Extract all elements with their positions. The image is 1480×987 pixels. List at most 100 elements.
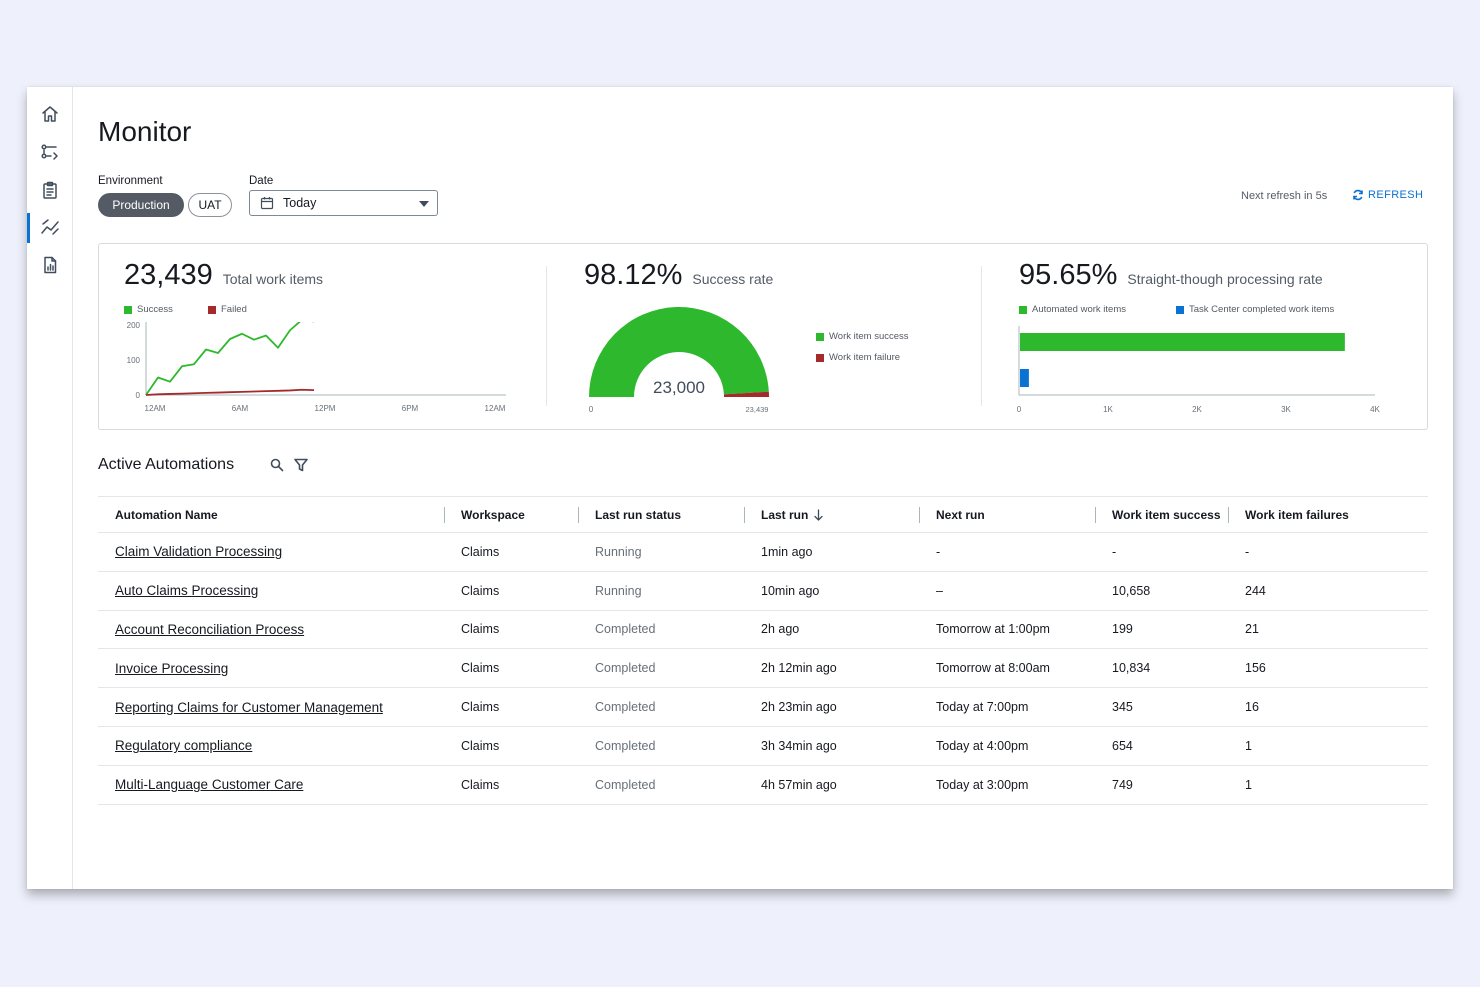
next-run-cell: – bbox=[919, 571, 1095, 611]
search-button[interactable] bbox=[269, 457, 285, 473]
column-label: Last run status bbox=[595, 507, 682, 522]
nav-reports[interactable] bbox=[27, 248, 73, 282]
gauge-min-label: 0 bbox=[589, 405, 594, 414]
table-row[interactable]: Account Reconciliation Process Claims Comp… bbox=[98, 610, 1428, 650]
last-run-status-cell: Completed bbox=[578, 610, 744, 650]
nav-tasks[interactable] bbox=[27, 173, 73, 207]
gauge-slice-success bbox=[589, 306, 769, 397]
workspace-cell: Claims bbox=[444, 648, 578, 689]
column-separator bbox=[444, 507, 445, 523]
legend-swatch bbox=[816, 332, 824, 341]
last-run-status-cell: Completed bbox=[578, 726, 744, 766]
table-row[interactable]: Reporting Claims for Customer Management… bbox=[98, 687, 1428, 727]
total-work-items-caption: Total work items bbox=[222, 271, 324, 287]
success-rate-caption: Success rate bbox=[692, 271, 774, 287]
bar-automated-work-items bbox=[1020, 333, 1345, 351]
filter-button[interactable] bbox=[293, 457, 309, 473]
automation-name-link[interactable]: Regulatory compliance bbox=[115, 738, 253, 754]
work-item-failures-cell: 156 bbox=[1228, 648, 1428, 689]
search-icon bbox=[270, 458, 284, 472]
stp-rate-kpi: 95.65% Straight-though processing rate bbox=[1019, 259, 1323, 292]
next-run-cell: Today at 3:00pm bbox=[919, 765, 1095, 805]
column-header-work-item-success[interactable]: Work item success bbox=[1095, 496, 1228, 533]
table-row[interactable]: Claim Validation Processing Claims Running… bbox=[98, 532, 1428, 572]
table-row[interactable]: Regulatory compliance Claims Completed 3h 3… bbox=[98, 726, 1428, 766]
automation-name-link[interactable]: Claim Validation Processing bbox=[115, 544, 283, 560]
automation-name-cell: Regulatory compliance bbox=[98, 726, 444, 766]
x-tick-label: 1K bbox=[1103, 405, 1113, 414]
column-header-workspace[interactable]: Workspace bbox=[444, 496, 578, 533]
bar-task-center-work-items bbox=[1020, 369, 1029, 387]
last-run-status-cell: Running bbox=[578, 571, 744, 611]
column-separator bbox=[919, 507, 920, 523]
automation-name-link[interactable]: Auto Claims Processing bbox=[115, 583, 259, 599]
success-rate-value: 98.12% bbox=[584, 259, 683, 291]
legend-label: Work item success bbox=[829, 331, 909, 342]
table-row[interactable]: Auto Claims Processing Claims Running 10min… bbox=[98, 571, 1428, 611]
kpi-divider bbox=[981, 266, 982, 406]
automation-name-link[interactable]: Invoice Processing bbox=[115, 660, 229, 676]
automation-name-cell: Reporting Claims for Customer Management bbox=[98, 687, 444, 727]
series-line-failed bbox=[145, 388, 315, 396]
workspace-cell: Claims bbox=[444, 726, 578, 766]
clipboard-icon bbox=[43, 181, 57, 199]
column-label: Work item success bbox=[1112, 507, 1221, 522]
legend-task-center-work-items: Task Center completed work items bbox=[1176, 304, 1334, 315]
last-run-cell: 1min ago bbox=[744, 532, 919, 572]
monitor-icon bbox=[41, 219, 59, 235]
table-row[interactable]: Multi-Language Customer Care Claims Comple… bbox=[98, 765, 1428, 805]
work-item-success-cell: 199 bbox=[1095, 610, 1228, 650]
date-select[interactable]: Today bbox=[249, 190, 438, 216]
nav-monitor[interactable] bbox=[27, 210, 73, 244]
legend-work-item-success: Work item success bbox=[816, 331, 909, 342]
x-tick-label: 0 bbox=[1017, 405, 1022, 414]
legend-label: Task Center completed work items bbox=[1189, 304, 1335, 315]
work-item-success-cell: 345 bbox=[1095, 687, 1228, 727]
legend-automated-work-items: Automated work items bbox=[1019, 304, 1126, 315]
refresh-button[interactable]: REFRESH bbox=[1352, 189, 1423, 201]
automation-name-link[interactable]: Multi-Language Customer Care bbox=[115, 777, 304, 793]
environment-production-toggle[interactable]: Production bbox=[98, 193, 184, 217]
success-rate-kpi: 98.12% Success rate bbox=[584, 259, 773, 292]
x-tick-label: 3K bbox=[1281, 405, 1291, 414]
nav-workflows[interactable] bbox=[27, 135, 73, 169]
workspace-cell: Claims bbox=[444, 765, 578, 805]
column-header-last-run-status[interactable]: Last run status bbox=[578, 496, 744, 533]
legend-swatch bbox=[124, 305, 132, 314]
side-nav-rail bbox=[27, 87, 73, 889]
last-run-status-cell: Completed bbox=[578, 648, 744, 689]
stp-rate-caption: Straight-though processing rate bbox=[1127, 271, 1323, 287]
legend-work-item-failure: Work item failure bbox=[816, 352, 900, 363]
column-label: Work item failures bbox=[1245, 507, 1349, 522]
success-rate-gauge-chart: 23,000 0 23,439 bbox=[589, 306, 769, 414]
column-header-last-run[interactable]: Last run bbox=[744, 496, 919, 533]
kpi-card: 23,439 Total work items Success Failed 0… bbox=[98, 243, 1428, 430]
next-run-cell: Today at 7:00pm bbox=[919, 687, 1095, 727]
last-run-status-cell: Running bbox=[578, 532, 744, 572]
legend-failed: Failed bbox=[208, 304, 247, 315]
column-header-work-item-failures[interactable]: Work item failures bbox=[1228, 496, 1428, 533]
stp-rate-value: 95.65% bbox=[1019, 259, 1118, 291]
series-line-success bbox=[145, 322, 314, 396]
next-run-cell: Tomorrow at 1:00pm bbox=[919, 610, 1095, 650]
legend-swatch bbox=[208, 305, 216, 314]
table-row[interactable]: Invoice Processing Claims Completed 2h 12mi… bbox=[98, 648, 1428, 689]
total-work-items-value: 23,439 bbox=[124, 259, 213, 291]
column-header-next-run[interactable]: Next run bbox=[919, 496, 1095, 533]
stp-bar-chart: 0 1K 2K 3K 4K bbox=[1017, 326, 1381, 414]
active-automations-title: Active Automations bbox=[98, 456, 235, 473]
table-header-row: Automation Name Workspace Last run statu… bbox=[98, 496, 1428, 533]
last-run-cell: 2h ago bbox=[744, 610, 919, 650]
next-run-cell: - bbox=[919, 532, 1095, 572]
legend-label: Automated work items bbox=[1032, 304, 1126, 315]
x-tick-label: 12AM bbox=[145, 404, 166, 413]
automation-name-link[interactable]: Account Reconciliation Process bbox=[115, 621, 305, 637]
report-icon bbox=[44, 256, 57, 274]
automations-table-body: Claim Validation Processing Claims Running… bbox=[98, 532, 1428, 805]
environment-uat-toggle[interactable]: UAT bbox=[188, 193, 232, 217]
automation-name-link[interactable]: Reporting Claims for Customer Management bbox=[115, 699, 383, 715]
column-header-automation-name[interactable]: Automation Name bbox=[98, 496, 444, 533]
last-run-cell: 3h 34min ago bbox=[744, 726, 919, 766]
nav-home[interactable] bbox=[27, 97, 73, 131]
work-items-line-chart: 0 100 200 12AM 6AM 12PM 6PM 12AM bbox=[127, 322, 506, 413]
